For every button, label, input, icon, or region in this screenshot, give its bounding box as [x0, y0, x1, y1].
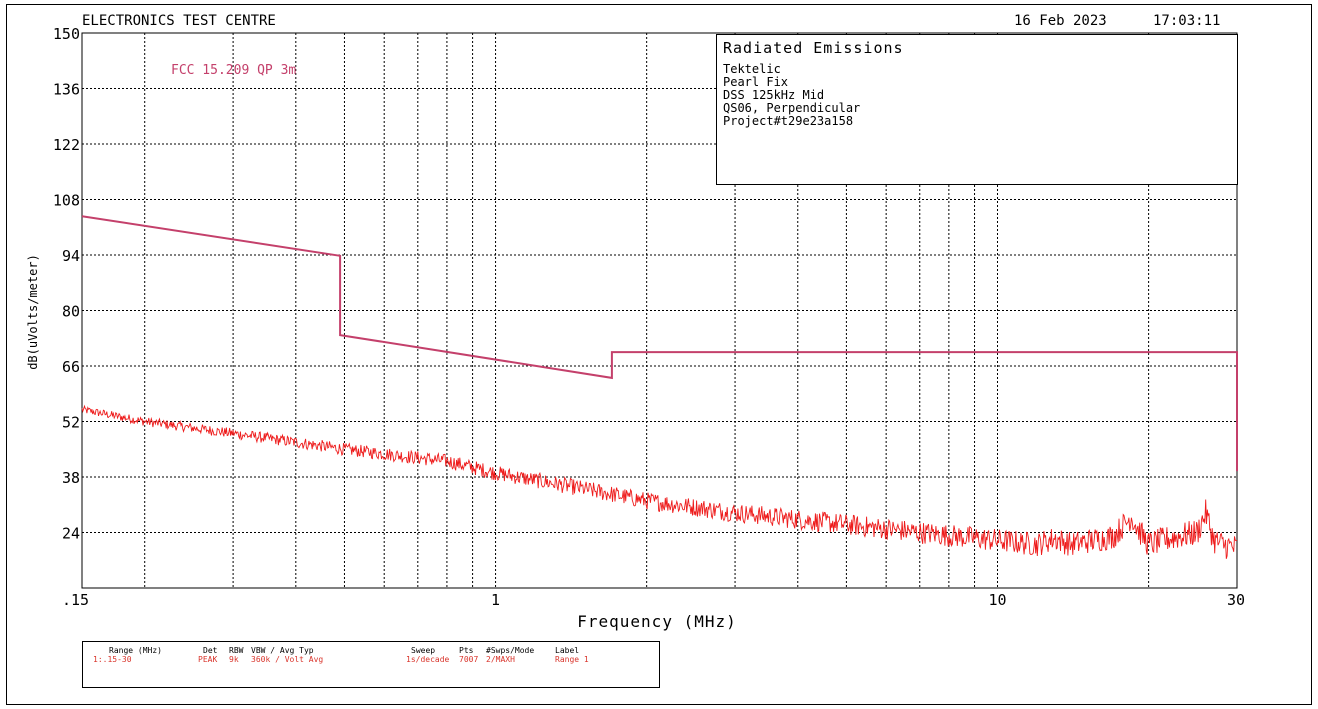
settings-header-det: Det	[203, 646, 218, 655]
settings-header-sweep: Sweep	[411, 646, 436, 655]
settings-header-label: Label	[555, 646, 580, 655]
info-box: Radiated Emissions Tektelic Pearl Fix DS…	[716, 34, 1238, 185]
info-line-mode: DSS 125kHz Mid	[723, 88, 825, 102]
settings-value-vbw: 360k / Volt Avg	[251, 655, 324, 664]
y-tick-labels: 150 136 122 108 94 80 66 52 38 24	[53, 25, 80, 543]
series-group	[81, 215, 1238, 559]
y-tick-label: 108	[53, 192, 80, 210]
info-line-product: Pearl Fix	[723, 75, 789, 89]
time: 17:03:11	[1153, 13, 1221, 29]
y-tick-label: 38	[62, 469, 80, 487]
y-tick-label: 136	[53, 81, 80, 99]
settings-header-rbw: RBW	[229, 646, 244, 655]
x-tick-labels: .15 1 10 30	[62, 591, 1245, 609]
settings-header-pts: Pts	[459, 646, 474, 655]
info-line-project: Project#t29e23a158	[723, 114, 854, 128]
settings-value-pts: 7007	[459, 655, 479, 664]
y-tick-label: 94	[62, 247, 80, 265]
settings-value-rbw: 9k	[229, 655, 239, 664]
plot-area-border	[81, 32, 1238, 589]
settings-value-range: 1:.15-30	[93, 655, 132, 664]
limit-line	[81, 215, 1238, 472]
settings-value-label: Range 1	[555, 655, 589, 664]
y-tick-label: 52	[62, 414, 80, 432]
x-tick-label: 10	[988, 591, 1006, 609]
info-title: Radiated Emissions	[723, 39, 904, 57]
y-tick-label: 122	[53, 136, 80, 154]
y-tick-label: 80	[62, 303, 80, 321]
y-tick-label: 24	[62, 525, 80, 543]
y-tick-label: 150	[53, 25, 80, 43]
y-axis-label: dB(uVolts/meter)	[26, 254, 40, 370]
settings-value-swps: 2/MAXH	[486, 655, 515, 664]
settings-value-sweep: 1s/decade	[406, 655, 450, 664]
measurement-trace	[81, 404, 1237, 559]
settings-value-det: PEAK	[198, 655, 218, 664]
x-axis-label: Frequency (MHz)	[577, 612, 737, 631]
y-tick-label: 66	[62, 358, 80, 376]
plot-frame	[6, 4, 1312, 705]
x-tick-label: 30	[1227, 591, 1245, 609]
lab-name: ELECTRONICS TEST CENTRE	[82, 13, 276, 29]
x-tick-label: 1	[491, 591, 500, 609]
settings-header-range: Range (MHz)	[109, 646, 162, 655]
settings-table: Range (MHz) Det RBW VBW / Avg Typ Sweep …	[82, 641, 660, 688]
info-line-orientation: QS06, Perpendicular	[723, 101, 861, 115]
info-line-customer: Tektelic	[723, 62, 781, 76]
x-tick-label: .15	[62, 591, 89, 609]
settings-header-vbw: VBW / Avg Typ	[251, 646, 314, 655]
settings-header-swps: #Swps/Mode	[486, 646, 535, 655]
date: 16 Feb 2023	[1014, 13, 1107, 29]
limit-label: FCC 15.209 QP 3m	[171, 63, 296, 78]
